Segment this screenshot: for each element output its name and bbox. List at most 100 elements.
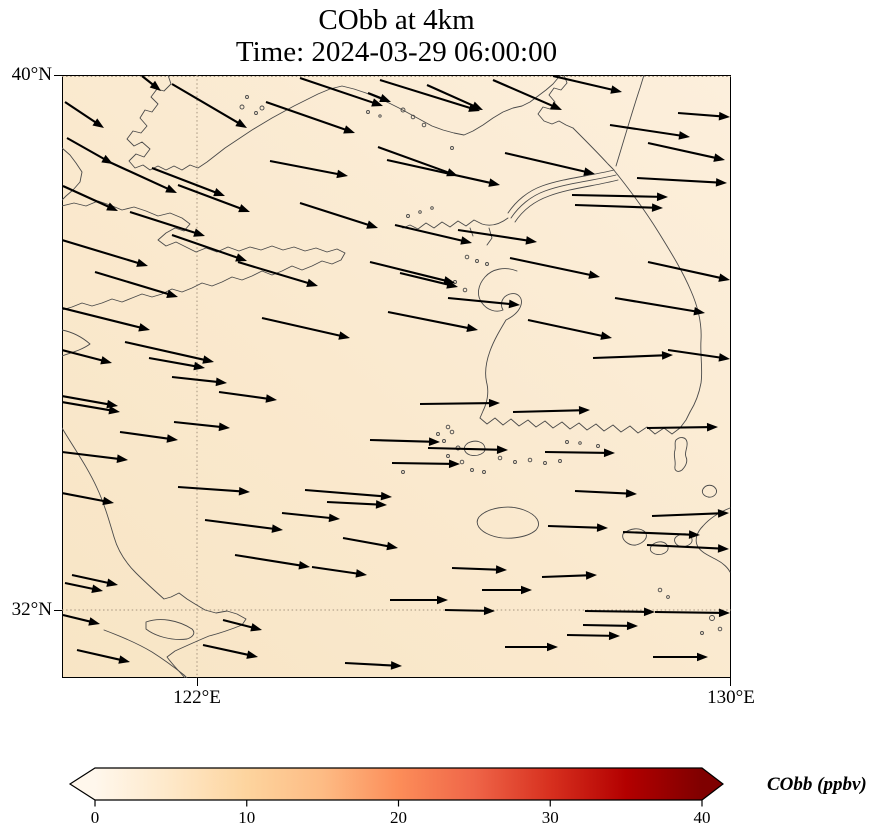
- wind-arrow: [527, 318, 612, 340]
- wind-arrow: [652, 652, 708, 661]
- wind-arrow: [512, 405, 590, 415]
- wind-arrow: [552, 74, 622, 94]
- island: [410, 114, 415, 119]
- island: [435, 431, 440, 436]
- coastline: [476, 506, 539, 539]
- wind-arrow: [173, 420, 230, 431]
- island: [239, 104, 244, 109]
- coastline: [507, 169, 614, 213]
- wind-arrow: [646, 543, 729, 553]
- wind-arrow: [584, 607, 655, 616]
- island: [462, 287, 467, 292]
- wind-arrow: [457, 228, 537, 245]
- wind-arrow: [94, 270, 178, 298]
- wind-arrow: [647, 141, 725, 162]
- island: [400, 107, 405, 112]
- wind-arrow: [369, 260, 455, 285]
- wind-arrow: [64, 581, 103, 593]
- map-panel: [61, 74, 731, 678]
- wind-arrow: [426, 83, 483, 110]
- wind-arrow: [104, 158, 177, 193]
- wind-arrow: [387, 310, 478, 332]
- wind-arrow: [544, 448, 615, 457]
- wind-arrow: [647, 260, 730, 282]
- colorbar-tick-label: 20: [390, 808, 407, 827]
- wind-arrow: [646, 422, 718, 431]
- wind-arrow: [61, 491, 114, 505]
- wind-arrow: [547, 522, 608, 532]
- wind-arrow: [622, 529, 700, 539]
- island: [497, 455, 502, 460]
- wind-arrow: [541, 570, 597, 580]
- wind-arrow: [574, 202, 663, 212]
- coastline: [126, 74, 561, 170]
- island: [449, 429, 454, 434]
- coastline: [61, 200, 345, 310]
- map-svg: [61, 74, 731, 678]
- island: [474, 258, 479, 263]
- wind-arrow: [571, 191, 668, 201]
- island: [481, 469, 486, 474]
- coastline: [572, 127, 702, 412]
- island: [657, 587, 662, 592]
- wind-arrow: [504, 151, 595, 176]
- wind-arrow: [367, 91, 391, 102]
- colorbar-tick-label: 0: [91, 808, 100, 827]
- wind-arrow: [119, 430, 178, 443]
- wind-arrow: [444, 605, 495, 615]
- island: [564, 439, 569, 444]
- island: [459, 459, 464, 464]
- wind-arrow: [386, 158, 500, 187]
- wind-arrow: [614, 296, 705, 315]
- wind-arrow: [299, 201, 378, 229]
- wind-arrow: [222, 618, 262, 631]
- island: [557, 458, 562, 463]
- island: [441, 438, 446, 443]
- wind-arrow: [62, 613, 100, 626]
- island: [445, 453, 450, 458]
- island: [469, 467, 474, 472]
- wind-arrow: [61, 238, 148, 267]
- wind-arrow: [399, 271, 458, 289]
- coastline: [537, 74, 573, 128]
- wind-arrow: [379, 78, 480, 112]
- wind-arrow: [76, 648, 130, 664]
- wind-arrow: [151, 166, 225, 196]
- wind-arrow: [171, 233, 247, 261]
- wind-arrow: [177, 485, 250, 496]
- plot-title: CObb at 4km Time: 2024-03-29 06:00:00: [62, 4, 731, 69]
- wind-arrow: [311, 565, 367, 578]
- y-axis-tick-40n: [54, 74, 62, 76]
- wind-arrow: [71, 573, 118, 587]
- wind-arrow: [582, 621, 638, 630]
- island: [421, 122, 426, 127]
- coastline: [61, 147, 82, 200]
- wind-arrow: [129, 210, 205, 237]
- wind-arrow: [140, 74, 161, 91]
- wind-arrow: [148, 356, 205, 370]
- plot-title-line1: CObb at 4km: [318, 4, 475, 36]
- coastline: [701, 484, 717, 498]
- coastline: [61, 427, 246, 678]
- wind-arrow: [389, 595, 448, 604]
- x-axis-tick-122e: [196, 678, 198, 686]
- colorbar-over-arrow: [702, 768, 723, 800]
- island: [595, 443, 600, 448]
- coastline: [510, 174, 616, 218]
- wind-arrow: [342, 536, 398, 550]
- wind-arrow: [61, 306, 150, 332]
- wind-arrow: [124, 340, 214, 364]
- island: [464, 254, 469, 259]
- coastline: [61, 329, 90, 356]
- wind-arrow: [419, 398, 500, 407]
- wind-arrow: [304, 488, 392, 500]
- wind-arrow: [170, 82, 247, 128]
- wind-arrow: [218, 390, 277, 403]
- wind-arrow: [177, 183, 250, 212]
- wind-arrow: [269, 159, 348, 178]
- wind-arrow: [481, 585, 532, 594]
- island: [708, 614, 715, 621]
- x-axis-label-130e: 130°E: [707, 687, 755, 708]
- wind-arrow: [237, 260, 318, 287]
